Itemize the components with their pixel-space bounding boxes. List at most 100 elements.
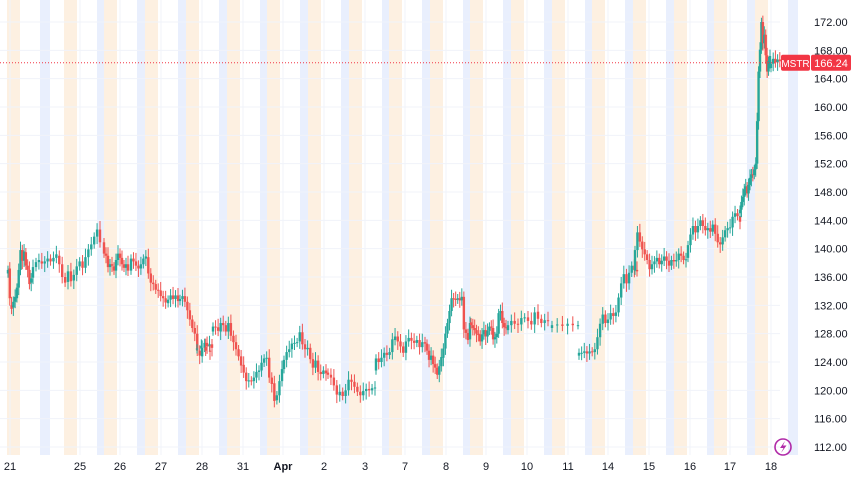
candle-down bbox=[536, 304, 540, 326]
candle-down bbox=[473, 319, 476, 336]
candle-up bbox=[30, 273, 33, 292]
postmarket-band bbox=[463, 0, 473, 455]
candle-up bbox=[677, 248, 680, 269]
candle-up bbox=[219, 317, 222, 341]
candle-up bbox=[753, 165, 756, 180]
candle-down bbox=[106, 247, 110, 273]
price-axis[interactable]: 172.00 168.00 164.00 160.00 156.00 152.00 148.… bbox=[814, 17, 848, 454]
candle-down bbox=[458, 291, 461, 308]
candle-down bbox=[104, 247, 108, 264]
candle-up bbox=[576, 320, 580, 330]
premarket-band bbox=[430, 0, 443, 455]
premarket-band bbox=[714, 0, 727, 455]
candle-up bbox=[596, 328, 599, 355]
x-tick-label: 2 bbox=[321, 461, 327, 473]
gridlines bbox=[0, 0, 780, 455]
candle-down bbox=[645, 250, 649, 265]
candle-down bbox=[765, 47, 769, 78]
candle-up bbox=[675, 251, 678, 267]
candle-up bbox=[583, 342, 586, 359]
candle-up bbox=[124, 257, 128, 276]
y-tick-label: 152.00 bbox=[814, 159, 848, 171]
x-tick-label: 9 bbox=[483, 461, 489, 473]
candle-down bbox=[761, 15, 765, 51]
postmarket-band bbox=[422, 0, 432, 455]
y-tick-label: 112.00 bbox=[814, 442, 847, 454]
candle-up bbox=[75, 258, 78, 282]
candle-down bbox=[530, 312, 533, 330]
candle-up bbox=[482, 321, 486, 340]
candle-up bbox=[495, 326, 498, 344]
candle-up bbox=[755, 112, 759, 169]
candle-down bbox=[324, 364, 328, 381]
candle-up bbox=[609, 304, 612, 325]
candle-down bbox=[714, 218, 717, 242]
x-tick-label: 16 bbox=[684, 461, 696, 473]
candle-down bbox=[188, 302, 192, 326]
candle-up bbox=[741, 188, 745, 208]
candle-up bbox=[293, 335, 296, 350]
candle-up bbox=[448, 304, 451, 331]
candle-down bbox=[590, 347, 594, 357]
candle-up bbox=[506, 320, 510, 335]
candle-up bbox=[322, 366, 325, 379]
candle-down bbox=[137, 260, 140, 277]
postmarket-band bbox=[219, 0, 229, 455]
candle-down bbox=[612, 307, 615, 325]
premarket-band bbox=[267, 0, 280, 455]
candle-down bbox=[418, 333, 421, 355]
candle-down bbox=[526, 311, 530, 329]
time-axis[interactable]: 21 25 26 27 28 31 Apr 2 3 7 8 9 10 11 14 15 16 17 18 bbox=[4, 461, 777, 473]
candle-up bbox=[510, 314, 513, 333]
candle-up bbox=[72, 269, 76, 290]
premarket-band bbox=[104, 0, 117, 455]
candle-down bbox=[672, 253, 676, 269]
candle-up bbox=[617, 293, 620, 317]
candle-up bbox=[298, 325, 301, 349]
symbol-badge-bg bbox=[781, 54, 810, 71]
candle-down bbox=[164, 290, 167, 309]
x-tick-label: 26 bbox=[114, 461, 126, 473]
candle-down bbox=[356, 382, 359, 396]
candle-up bbox=[347, 371, 350, 396]
candle-down bbox=[436, 363, 439, 379]
candle-down bbox=[161, 290, 165, 307]
candle-up bbox=[588, 343, 591, 360]
candle-down bbox=[98, 221, 102, 248]
candle-down bbox=[49, 254, 52, 266]
candle-up bbox=[275, 391, 279, 405]
postmarket-band bbox=[40, 0, 50, 455]
candle-up bbox=[728, 218, 732, 234]
premarket-band bbox=[227, 0, 240, 455]
candle-down bbox=[718, 236, 722, 253]
candle-down bbox=[24, 247, 28, 270]
candle-down bbox=[301, 323, 304, 350]
candle-up bbox=[362, 382, 365, 401]
candle-down bbox=[154, 279, 157, 294]
candle-down bbox=[273, 375, 276, 408]
candle-down bbox=[102, 238, 106, 258]
candle-up bbox=[520, 310, 523, 331]
candle-up bbox=[139, 256, 143, 275]
candle-up bbox=[619, 277, 623, 305]
candle-down bbox=[412, 333, 416, 350]
candle-down bbox=[546, 311, 550, 327]
premarket-band bbox=[674, 0, 687, 455]
candle-up bbox=[733, 205, 737, 224]
candle-up bbox=[450, 289, 453, 317]
candle-up bbox=[691, 217, 695, 240]
candle-up bbox=[442, 343, 445, 367]
y-tick-label: 168.00 bbox=[814, 45, 848, 57]
candle-up bbox=[142, 254, 145, 269]
candle-down bbox=[402, 342, 405, 358]
candle-down bbox=[224, 320, 227, 336]
x-tick-label: 14 bbox=[602, 461, 614, 473]
premarket-band bbox=[389, 0, 402, 455]
lightning-bolt-icon[interactable] bbox=[774, 438, 792, 456]
candle-down bbox=[359, 385, 362, 403]
candle-up bbox=[282, 355, 286, 374]
candle-up bbox=[255, 363, 258, 383]
candle-up bbox=[19, 241, 22, 276]
